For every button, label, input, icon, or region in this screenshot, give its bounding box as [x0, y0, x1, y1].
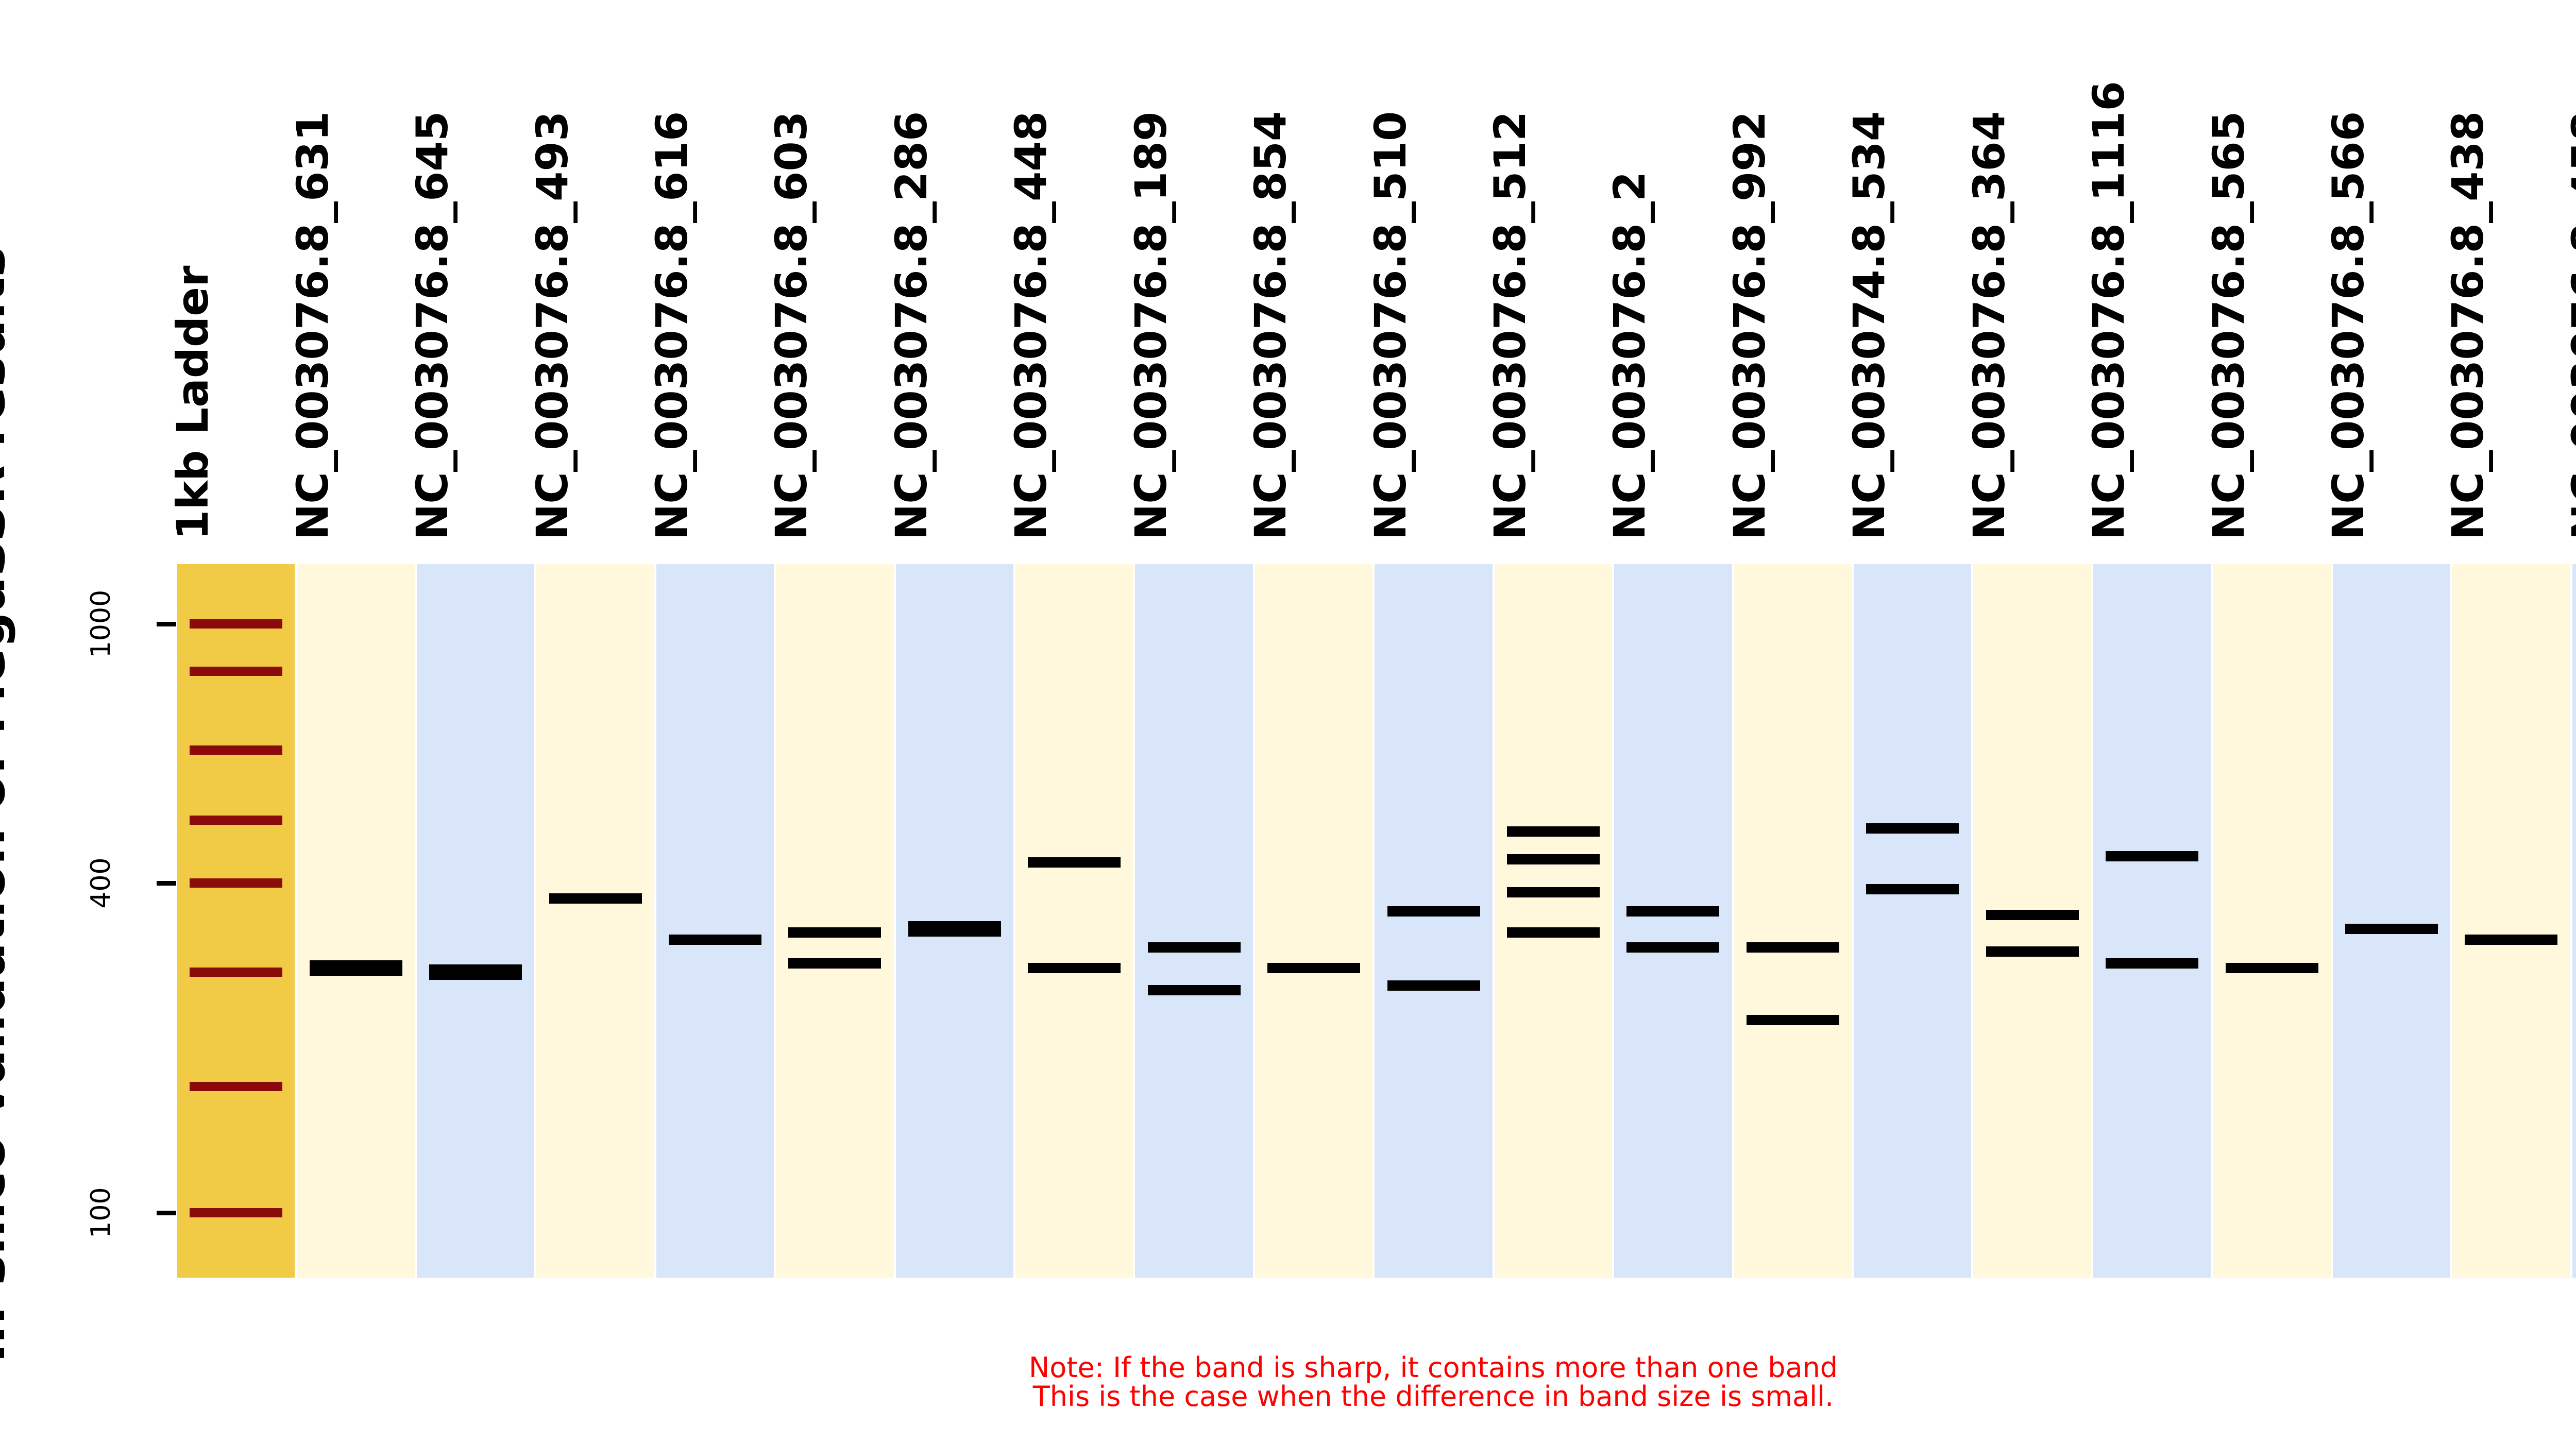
sample-band [908, 921, 1001, 937]
lane-background [2093, 564, 2211, 1278]
lane-label: NC_003076.8_565 [2203, 111, 2254, 540]
ladder-band [190, 1082, 283, 1092]
lane-background [2452, 564, 2570, 1278]
ladder-band [190, 619, 283, 629]
lane-label: 1kb Ladder [167, 265, 218, 540]
sample-band [788, 958, 882, 969]
sample-band [309, 960, 402, 976]
sample-band [788, 927, 882, 938]
lane-label: NC_003076.8_458 [2562, 111, 2576, 540]
sample-band [1506, 887, 1600, 897]
sample-band [1267, 962, 1361, 973]
sample-band [1506, 927, 1600, 938]
lane-background [656, 564, 774, 1278]
lane-background [1255, 564, 1373, 1278]
sample-band [1986, 946, 2079, 957]
sample-band [2106, 851, 2199, 861]
lane-background [1135, 564, 1253, 1278]
tick-mark [157, 880, 176, 886]
sample-band [2106, 958, 2199, 969]
y-tick-label: 100 [86, 1187, 116, 1239]
sample-band [1986, 909, 2079, 920]
lane-label: NC_003076.8_2 [1604, 171, 1655, 540]
sample-band [2345, 923, 2438, 934]
lane-background [177, 564, 295, 1278]
sample-band [1147, 985, 1241, 995]
lane-label: NC_003076.8_493 [527, 111, 578, 540]
sample-band [1746, 1014, 1839, 1025]
lane-background [1494, 564, 1613, 1278]
y-tick-label: 1000 [86, 589, 116, 658]
ladder-band [190, 1208, 283, 1217]
lane-label: NC_003076.8_631 [287, 111, 338, 540]
lane-label: NC_003076.8_992 [1724, 111, 1775, 540]
ladder-band [190, 967, 283, 977]
lane-label: NC_003074.8_534 [1844, 111, 1895, 540]
sample-band [1866, 884, 1959, 894]
sample-band [1866, 823, 1959, 834]
lane-label: NC_003076.8_645 [407, 111, 458, 540]
lane-background [776, 564, 894, 1278]
sample-band [1387, 906, 1480, 917]
lane-label: NC_003076.8_603 [766, 111, 817, 540]
sample-band [1506, 826, 1600, 837]
sample-band [2465, 935, 2558, 945]
lane-background [416, 564, 535, 1278]
sample-band [1147, 942, 1241, 953]
lane-background [895, 564, 1013, 1278]
lane-label: NC_003076.8_566 [2323, 111, 2374, 540]
lane-background [1854, 564, 1972, 1278]
lane-background [2332, 564, 2451, 1278]
ladder-band [190, 667, 283, 676]
figure-title: In-silico validation of MegaSSR results [0, 246, 16, 1363]
ladder-band [190, 745, 283, 755]
lane-label: NC_003076.8_510 [1365, 111, 1416, 540]
lane-background [1734, 564, 1852, 1278]
lane-label: NC_003076.8_189 [1125, 111, 1176, 540]
sample-band [668, 935, 761, 945]
sample-band [1028, 962, 1121, 973]
sample-band [549, 893, 642, 904]
ladder-band [190, 815, 283, 825]
sample-band [429, 964, 522, 980]
lane-label: NC_003076.8_438 [2443, 111, 2494, 540]
sample-band [1746, 942, 1839, 953]
tick-mark [157, 1210, 176, 1215]
lane-background [536, 564, 654, 1278]
lane-background [2572, 564, 2576, 1278]
ladder-band [190, 878, 283, 888]
sample-band [1387, 980, 1480, 991]
lane-label: NC_003076.8_616 [646, 111, 697, 540]
lane-background [2213, 564, 2331, 1278]
lane-label: NC_003076.8_1116 [2083, 81, 2134, 540]
lane-background [1614, 564, 1732, 1278]
lane-label: NC_003076.8_854 [1245, 111, 1296, 540]
lane-background [297, 564, 415, 1278]
lane-label: NC_003076.8_286 [886, 111, 937, 540]
lane-label: NC_003076.8_448 [1006, 111, 1057, 540]
note-line-1: Note: If the band is sharp, it contains … [1028, 1351, 1838, 1384]
sample-band [1626, 906, 1720, 917]
lane-background [1973, 564, 2091, 1278]
sample-band [2225, 962, 2318, 973]
sample-band [1028, 857, 1121, 868]
lane-background [1375, 564, 1493, 1278]
tick-mark [157, 621, 176, 626]
y-tick-label: 400 [86, 857, 116, 909]
sample-band [1626, 942, 1720, 953]
sample-band [1506, 854, 1600, 864]
lane-label: NC_003076.8_364 [1963, 111, 2014, 540]
lane-label: NC_003076.8_512 [1484, 111, 1535, 540]
lane-background [1015, 564, 1133, 1278]
note-line-2: This is the case when the difference in … [1032, 1380, 1834, 1413]
